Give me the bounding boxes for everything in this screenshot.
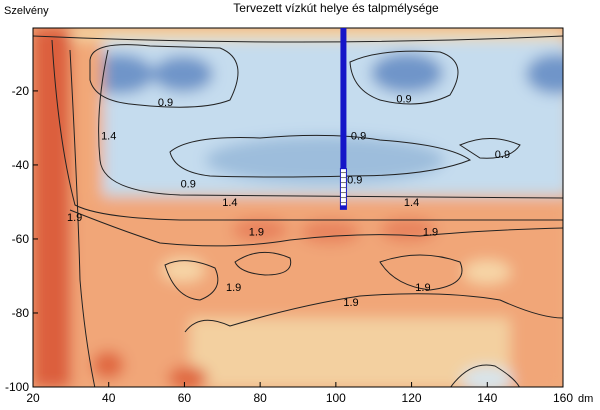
x-tick-label: 100 [326, 391, 346, 405]
contour-label: 0.9 [347, 175, 362, 187]
x-tick-label: 80 [253, 391, 267, 405]
contour-label: 0.9 [181, 178, 196, 190]
contour-label: 1.4 [222, 197, 237, 209]
x-axis-label: dm [578, 393, 593, 405]
y-tick-label: -100 [5, 380, 29, 394]
contour-labels: 0.9 0.9 0.9 0.9 0.9 0.9 1.4 1.4 1.4 1.9 1.9 1.9 1.9 1… [67, 93, 510, 309]
x-axis: 20 40 60 80 100 120 140 160 [26, 382, 573, 405]
contour-label: 1.4 [101, 130, 116, 142]
x-tick-label: 40 [102, 391, 116, 405]
contour-fills [33, 28, 563, 387]
contour-label: 1.9 [67, 212, 82, 224]
contour-label: 1.9 [415, 282, 430, 294]
plot-frame [32, 27, 564, 388]
contour-label: 1.9 [226, 282, 241, 294]
x-tick-label: 60 [178, 391, 192, 405]
contour-label: 1.9 [343, 297, 358, 309]
contour-label: 0.9 [495, 149, 510, 161]
contour-label: 0.9 [396, 93, 411, 105]
y-tick-label: -40 [12, 158, 30, 172]
contour-label: 0.9 [351, 130, 366, 142]
y-axis-label: Szelvény [4, 5, 49, 17]
contour-label: 1.4 [404, 197, 419, 209]
y-axis: -20 -40 -60 -80 -100 [5, 84, 38, 394]
x-tick-label: 140 [477, 391, 497, 405]
contour-lines [33, 35, 563, 387]
y-tick-label: -60 [12, 232, 30, 246]
well-casing [340, 28, 347, 169]
x-tick-label: 160 [553, 391, 573, 405]
well-marker [339, 28, 347, 210]
contour-label: 0.9 [158, 97, 173, 109]
y-tick-label: -80 [12, 306, 30, 320]
x-tick-label: 120 [402, 391, 422, 405]
y-tick-label: -20 [12, 84, 30, 98]
contour-label: 1.9 [423, 227, 438, 239]
plot-area [32, 27, 564, 388]
x-tick-label: 20 [26, 391, 40, 405]
well-screen [339, 168, 347, 210]
well-bottom [340, 205, 347, 210]
chart-title: Tervezett vízkút helye és talpmélysége [233, 1, 439, 15]
contour-label: 1.9 [249, 227, 264, 239]
